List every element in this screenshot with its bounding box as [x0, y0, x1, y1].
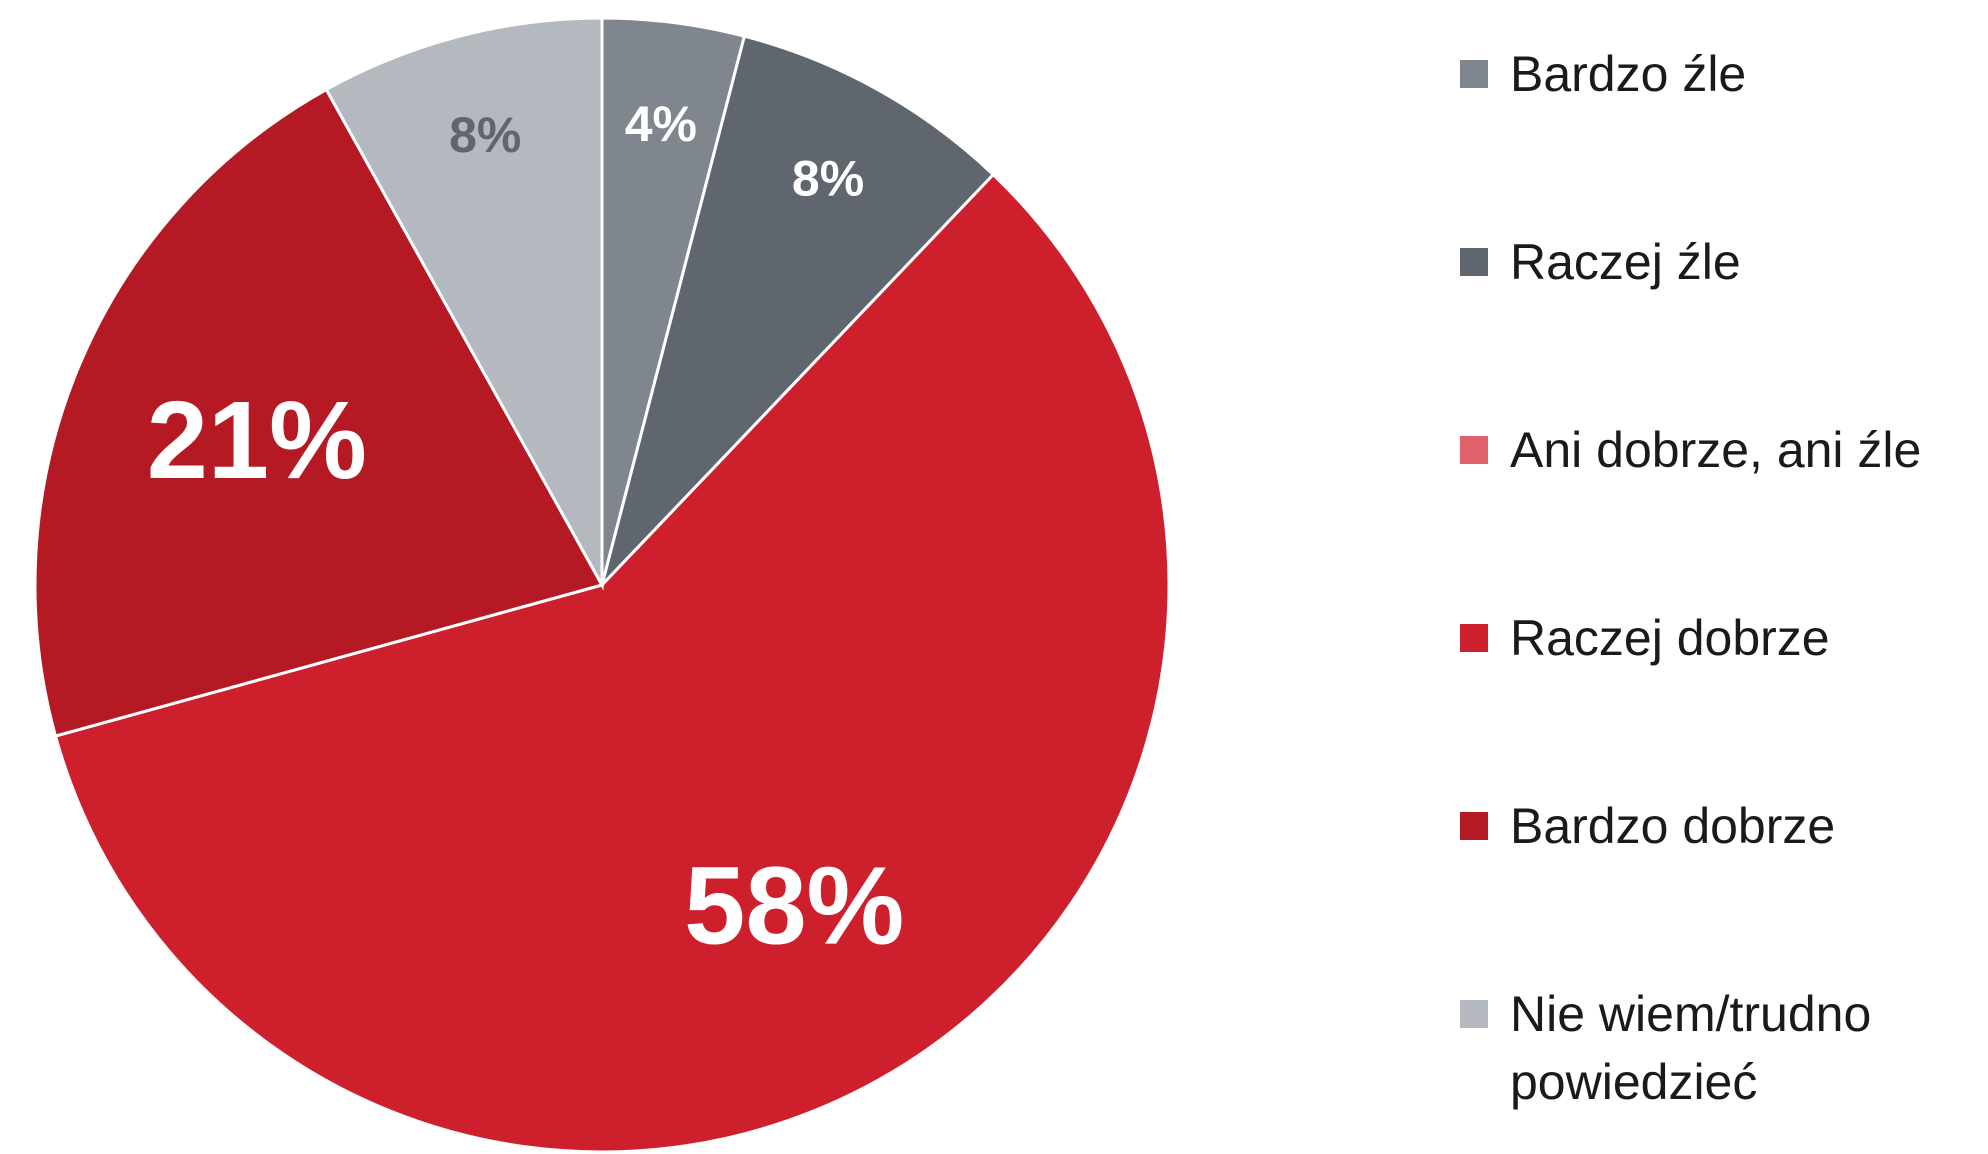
slice-data-label: 58% — [684, 845, 904, 968]
legend-swatch — [1460, 436, 1488, 464]
legend-swatch — [1460, 624, 1488, 652]
slice-data-label: 8% — [792, 151, 864, 207]
legend-label: Ani dobrze, ani źle — [1510, 422, 1922, 478]
legend-label: Bardzo dobrze — [1510, 798, 1836, 854]
pie-slice — [324, 16, 604, 591]
legend-item-bardzo-zle: Bardzo źle — [1460, 40, 1970, 108]
legend-swatch — [1460, 60, 1488, 88]
legend-label: Raczej dobrze — [1510, 610, 1830, 666]
pie-slice — [33, 87, 605, 738]
legend-label: Bardzo źle — [1510, 46, 1747, 102]
legend-label: Raczej źle — [1510, 234, 1741, 290]
legend-label: Nie wiem/trudno powiedzieć — [1510, 980, 1970, 1116]
legend-swatch — [1460, 248, 1488, 276]
slice-data-label: 8% — [449, 107, 521, 163]
legend-label-line: Nie wiem/trudno — [1510, 986, 1872, 1042]
legend-swatch — [1460, 1000, 1488, 1028]
legend-item-raczej-dobrze: Raczej dobrze — [1460, 604, 1970, 672]
legend-item-bardzo-dobrze: Bardzo dobrze — [1460, 792, 1970, 860]
slice-data-label: 21% — [147, 379, 367, 502]
pie-labels: 4% 8% 58% 21% 8% — [147, 96, 905, 968]
legend-item-raczej-zle: Raczej źle — [1460, 228, 1970, 296]
legend-label-line: powiedzieć — [1510, 1054, 1758, 1110]
pie-slice — [599, 34, 996, 591]
pie-slices — [33, 16, 1171, 1154]
legend-item-nie-wiem: Nie wiem/trudno powiedzieć — [1460, 980, 1970, 1116]
legend-swatch — [1460, 812, 1488, 840]
legend-item-ani-dobrze-ani-zle: Ani dobrze, ani źle — [1460, 416, 1970, 484]
slice-data-label: 4% — [625, 96, 697, 152]
pie-slice — [53, 172, 1171, 1154]
